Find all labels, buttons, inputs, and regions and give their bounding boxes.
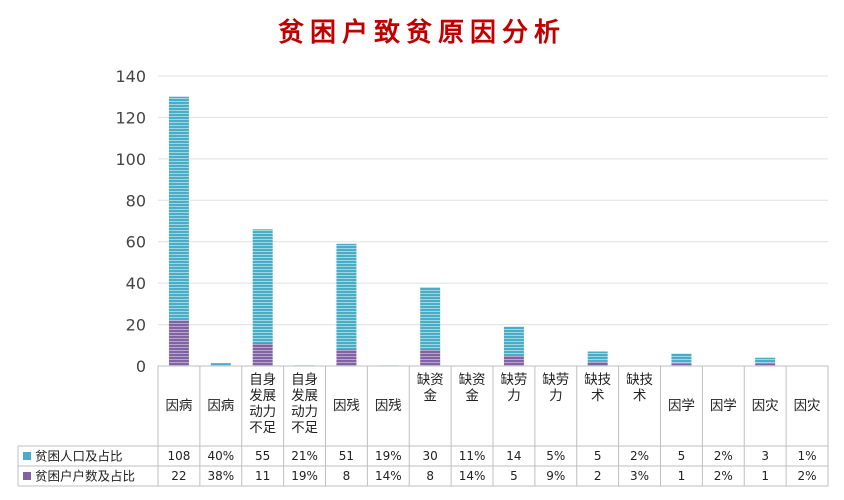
data-label-households: 1: [761, 469, 769, 483]
category-label: 因残: [375, 398, 402, 414]
legend-swatch: [23, 472, 31, 480]
data-label-households: 14%: [459, 469, 486, 483]
category-label: 因残: [333, 398, 360, 414]
data-label-households: 8: [343, 469, 351, 483]
bars: [168, 96, 818, 366]
data-label-households: 5: [510, 469, 518, 483]
data-label-households: 19%: [291, 469, 318, 483]
data-label-population: 5: [678, 449, 686, 463]
category-label: 缺劳力: [500, 372, 527, 404]
bar-segment-households: [336, 349, 357, 366]
bar-segment-population: [336, 243, 357, 350]
data-label-population: 30: [423, 449, 438, 463]
data-label-population: 108: [167, 449, 190, 463]
bar-segment-households: [168, 320, 189, 366]
data-label-households: 2%: [798, 469, 817, 483]
grid-lines: 0 20 40 60 80 100 120 140: [115, 67, 828, 376]
data-label-households: 22: [171, 469, 186, 483]
data-table: 因病10822因病40%38%自身发展动力不足5511自身发展动力不足21%19…: [17, 365, 829, 487]
data-label-population: 2%: [714, 449, 733, 463]
data-label-households: 9%: [546, 469, 565, 483]
bar-segment-households: [420, 349, 441, 366]
data-label-households: 2%: [714, 469, 733, 483]
data-label-households: 8: [426, 469, 434, 483]
category-label: 缺技术: [626, 372, 654, 404]
category-label: 因学: [710, 398, 737, 414]
category-label: 因学: [668, 398, 695, 414]
data-label-population: 55: [255, 449, 270, 463]
data-label-population: 2%: [630, 449, 649, 463]
bar-segment-population: [420, 287, 441, 350]
y-tick-label: 120: [115, 108, 146, 127]
chart-title: 贫困户致贫原因分析: [277, 18, 566, 48]
category-label: 因病: [207, 398, 234, 414]
bar-segment-households: [503, 355, 524, 366]
bar-segment-households: [587, 361, 608, 366]
category-label: 自身发展动力不足: [249, 372, 276, 436]
data-label-households: 38%: [207, 469, 234, 483]
data-label-population: 5%: [546, 449, 565, 463]
data-label-population: 21%: [291, 449, 318, 463]
bar-segment-population: [755, 357, 776, 364]
bar-segment-households: [671, 363, 692, 366]
data-label-households: 1: [678, 469, 686, 483]
category-label: 因病: [165, 398, 192, 414]
legend-swatch: [23, 452, 31, 460]
bar-segment-population: [168, 96, 189, 321]
y-tick-label: 60: [126, 233, 146, 252]
data-label-households: 2: [594, 469, 602, 483]
bar-segment-population: [587, 351, 608, 362]
legend-label: 贫困户户数及占比: [35, 469, 135, 484]
bar-segment-population: [503, 326, 524, 356]
y-tick-label: 140: [115, 67, 146, 86]
bar-segment-population: [210, 363, 231, 366]
y-tick-label: 100: [115, 150, 146, 169]
data-label-population: 51: [339, 449, 354, 463]
data-label-population: 19%: [375, 449, 402, 463]
category-label: 缺技术: [584, 372, 612, 404]
data-label-population: 14: [506, 449, 521, 463]
category-label: 因灾: [794, 397, 821, 414]
data-label-households: 14%: [375, 469, 402, 483]
y-tick-label: 20: [126, 316, 146, 335]
category-label: 缺资金: [459, 372, 486, 404]
data-label-households: 3%: [630, 469, 649, 483]
bar-segment-population: [252, 229, 273, 344]
bar-segment-households: [252, 343, 273, 366]
category-label: 缺资金: [417, 372, 444, 404]
legend-label: 贫困人口及占比: [35, 449, 123, 464]
category-label: 因灾: [752, 397, 779, 414]
data-label-population: 1%: [798, 449, 817, 463]
data-label-population: 3: [761, 449, 769, 463]
bar-segment-population: [671, 353, 692, 364]
bar-segment-households: [755, 363, 776, 366]
y-tick-label: 0: [136, 357, 146, 376]
data-label-population: 40%: [207, 449, 234, 463]
category-label: 缺劳力: [542, 372, 569, 404]
category-label: 自身发展动力不足: [291, 372, 318, 436]
data-label-population: 5: [594, 449, 602, 463]
data-label-households: 11: [255, 469, 270, 483]
data-label-population: 11%: [459, 449, 486, 463]
y-tick-label: 40: [126, 274, 146, 293]
y-tick-label: 80: [126, 191, 146, 210]
